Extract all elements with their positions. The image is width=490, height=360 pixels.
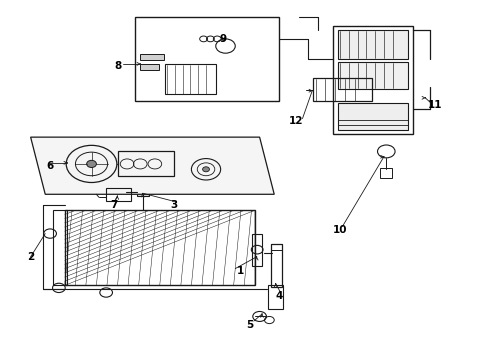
Text: 8: 8 [115,61,122,71]
Text: 12: 12 [289,116,303,126]
Bar [269,285,283,309]
Bar [106,188,130,202]
Bar [65,210,255,285]
Circle shape [202,167,209,172]
Text: 5: 5 [246,320,253,330]
Bar [338,30,408,59]
Bar [333,26,413,134]
Bar [338,103,408,130]
Bar [135,18,279,102]
Bar [140,54,164,60]
Bar [165,64,216,94]
Bar [137,188,148,196]
Text: 6: 6 [47,161,54,171]
Bar [271,244,282,287]
Text: 9: 9 [220,34,227,44]
Bar [252,234,262,266]
Bar [118,152,174,176]
Bar [313,78,372,102]
Bar [380,168,392,178]
Text: 1: 1 [237,266,244,276]
Text: 11: 11 [428,100,442,110]
Bar [338,62,408,89]
Text: 2: 2 [27,252,34,262]
Text: 10: 10 [333,225,347,235]
Text: 4: 4 [275,291,283,301]
Text: 3: 3 [171,200,178,210]
Bar [140,64,159,70]
Polygon shape [30,137,274,194]
Bar [52,210,67,285]
Circle shape [87,160,97,167]
Text: 7: 7 [110,200,117,210]
